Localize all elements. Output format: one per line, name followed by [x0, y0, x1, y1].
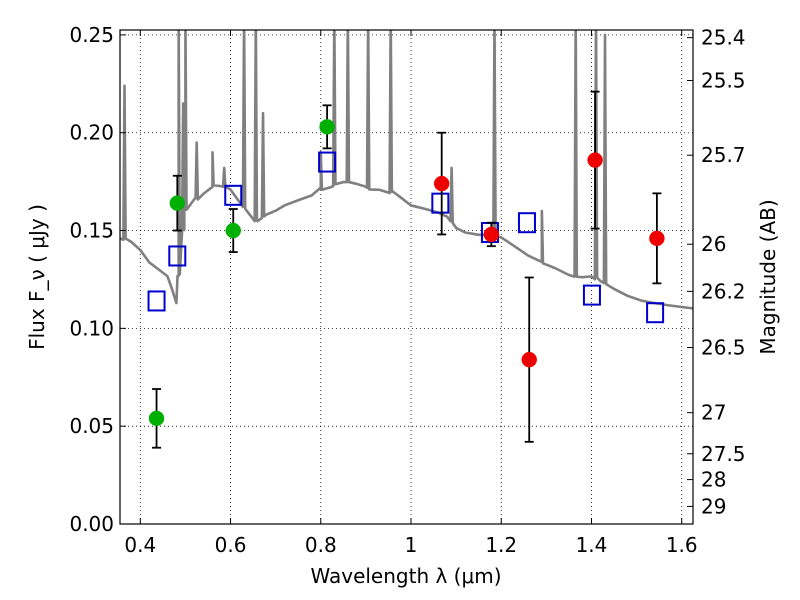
green-data-point [225, 222, 241, 239]
x-tick-label: 1 [405, 533, 418, 557]
model-magnitude-square [168, 245, 187, 267]
right-tick-label: 25.4 [701, 26, 746, 50]
x-tick-label: 0.8 [305, 533, 337, 557]
right-tick-label: 26.5 [701, 336, 746, 360]
ticks-layer: 0.4 0.6 0.8 1 1.2 1.4 1.6 0.00 0.05 0.10 0.15 0.20 0… [69, 23, 745, 557]
right-tick-label: 26.2 [701, 279, 746, 303]
x-tick-label: 1.6 [666, 533, 698, 557]
y-tick-label: 0.20 [69, 121, 114, 145]
y-tick-label: 0.00 [69, 512, 114, 536]
model-magnitude-square [646, 302, 665, 324]
right-tick-label: 25.5 [701, 68, 746, 92]
y-axis-label: Flux F_ν ( μJy ) [25, 204, 49, 350]
model-spectrum-line [120, 30, 693, 310]
model-magnitude-square [147, 290, 166, 312]
model-magnitude-square [582, 284, 601, 306]
green-data-point [148, 410, 165, 427]
spectrum-layer [120, 30, 693, 310]
plot-frame [119, 29, 694, 525]
right-tick-label: 25.7 [701, 143, 746, 167]
right-tick-label: 29 [701, 494, 726, 518]
red-data-point [483, 226, 500, 243]
model-magnitude-square [517, 212, 536, 234]
x-tick-label: 0.6 [215, 533, 247, 557]
right-tick-label: 26 [701, 232, 726, 256]
red-data-point [433, 175, 450, 192]
red-data-point [587, 152, 603, 168]
y-tick-label: 0.05 [69, 414, 114, 438]
right-axis-label: Magnitude (AB) [756, 199, 780, 354]
green-data-point [319, 119, 335, 135]
x-axis-label: Wavelength λ (μm) [310, 564, 501, 588]
x-tick-label: 1.2 [485, 533, 517, 557]
y-tick-label: 0.10 [69, 316, 114, 340]
y-tick-label: 0.25 [69, 23, 114, 47]
x-tick-label: 0.4 [124, 533, 156, 557]
x-tick-label: 1.4 [576, 533, 608, 557]
photometry-points-layer [148, 90, 665, 449]
right-tick-label: 28 [701, 468, 726, 492]
model-magnitude-square [224, 184, 243, 206]
green-data-point [169, 195, 186, 211]
right-tick-label: 27.5 [701, 442, 746, 466]
red-data-point [521, 351, 537, 368]
red-data-point [649, 230, 665, 247]
y-tick-label: 0.15 [69, 219, 114, 243]
model-magnitude-square [431, 192, 450, 214]
right-tick-label: 27 [701, 401, 726, 425]
model-magnitude-square [318, 151, 337, 173]
